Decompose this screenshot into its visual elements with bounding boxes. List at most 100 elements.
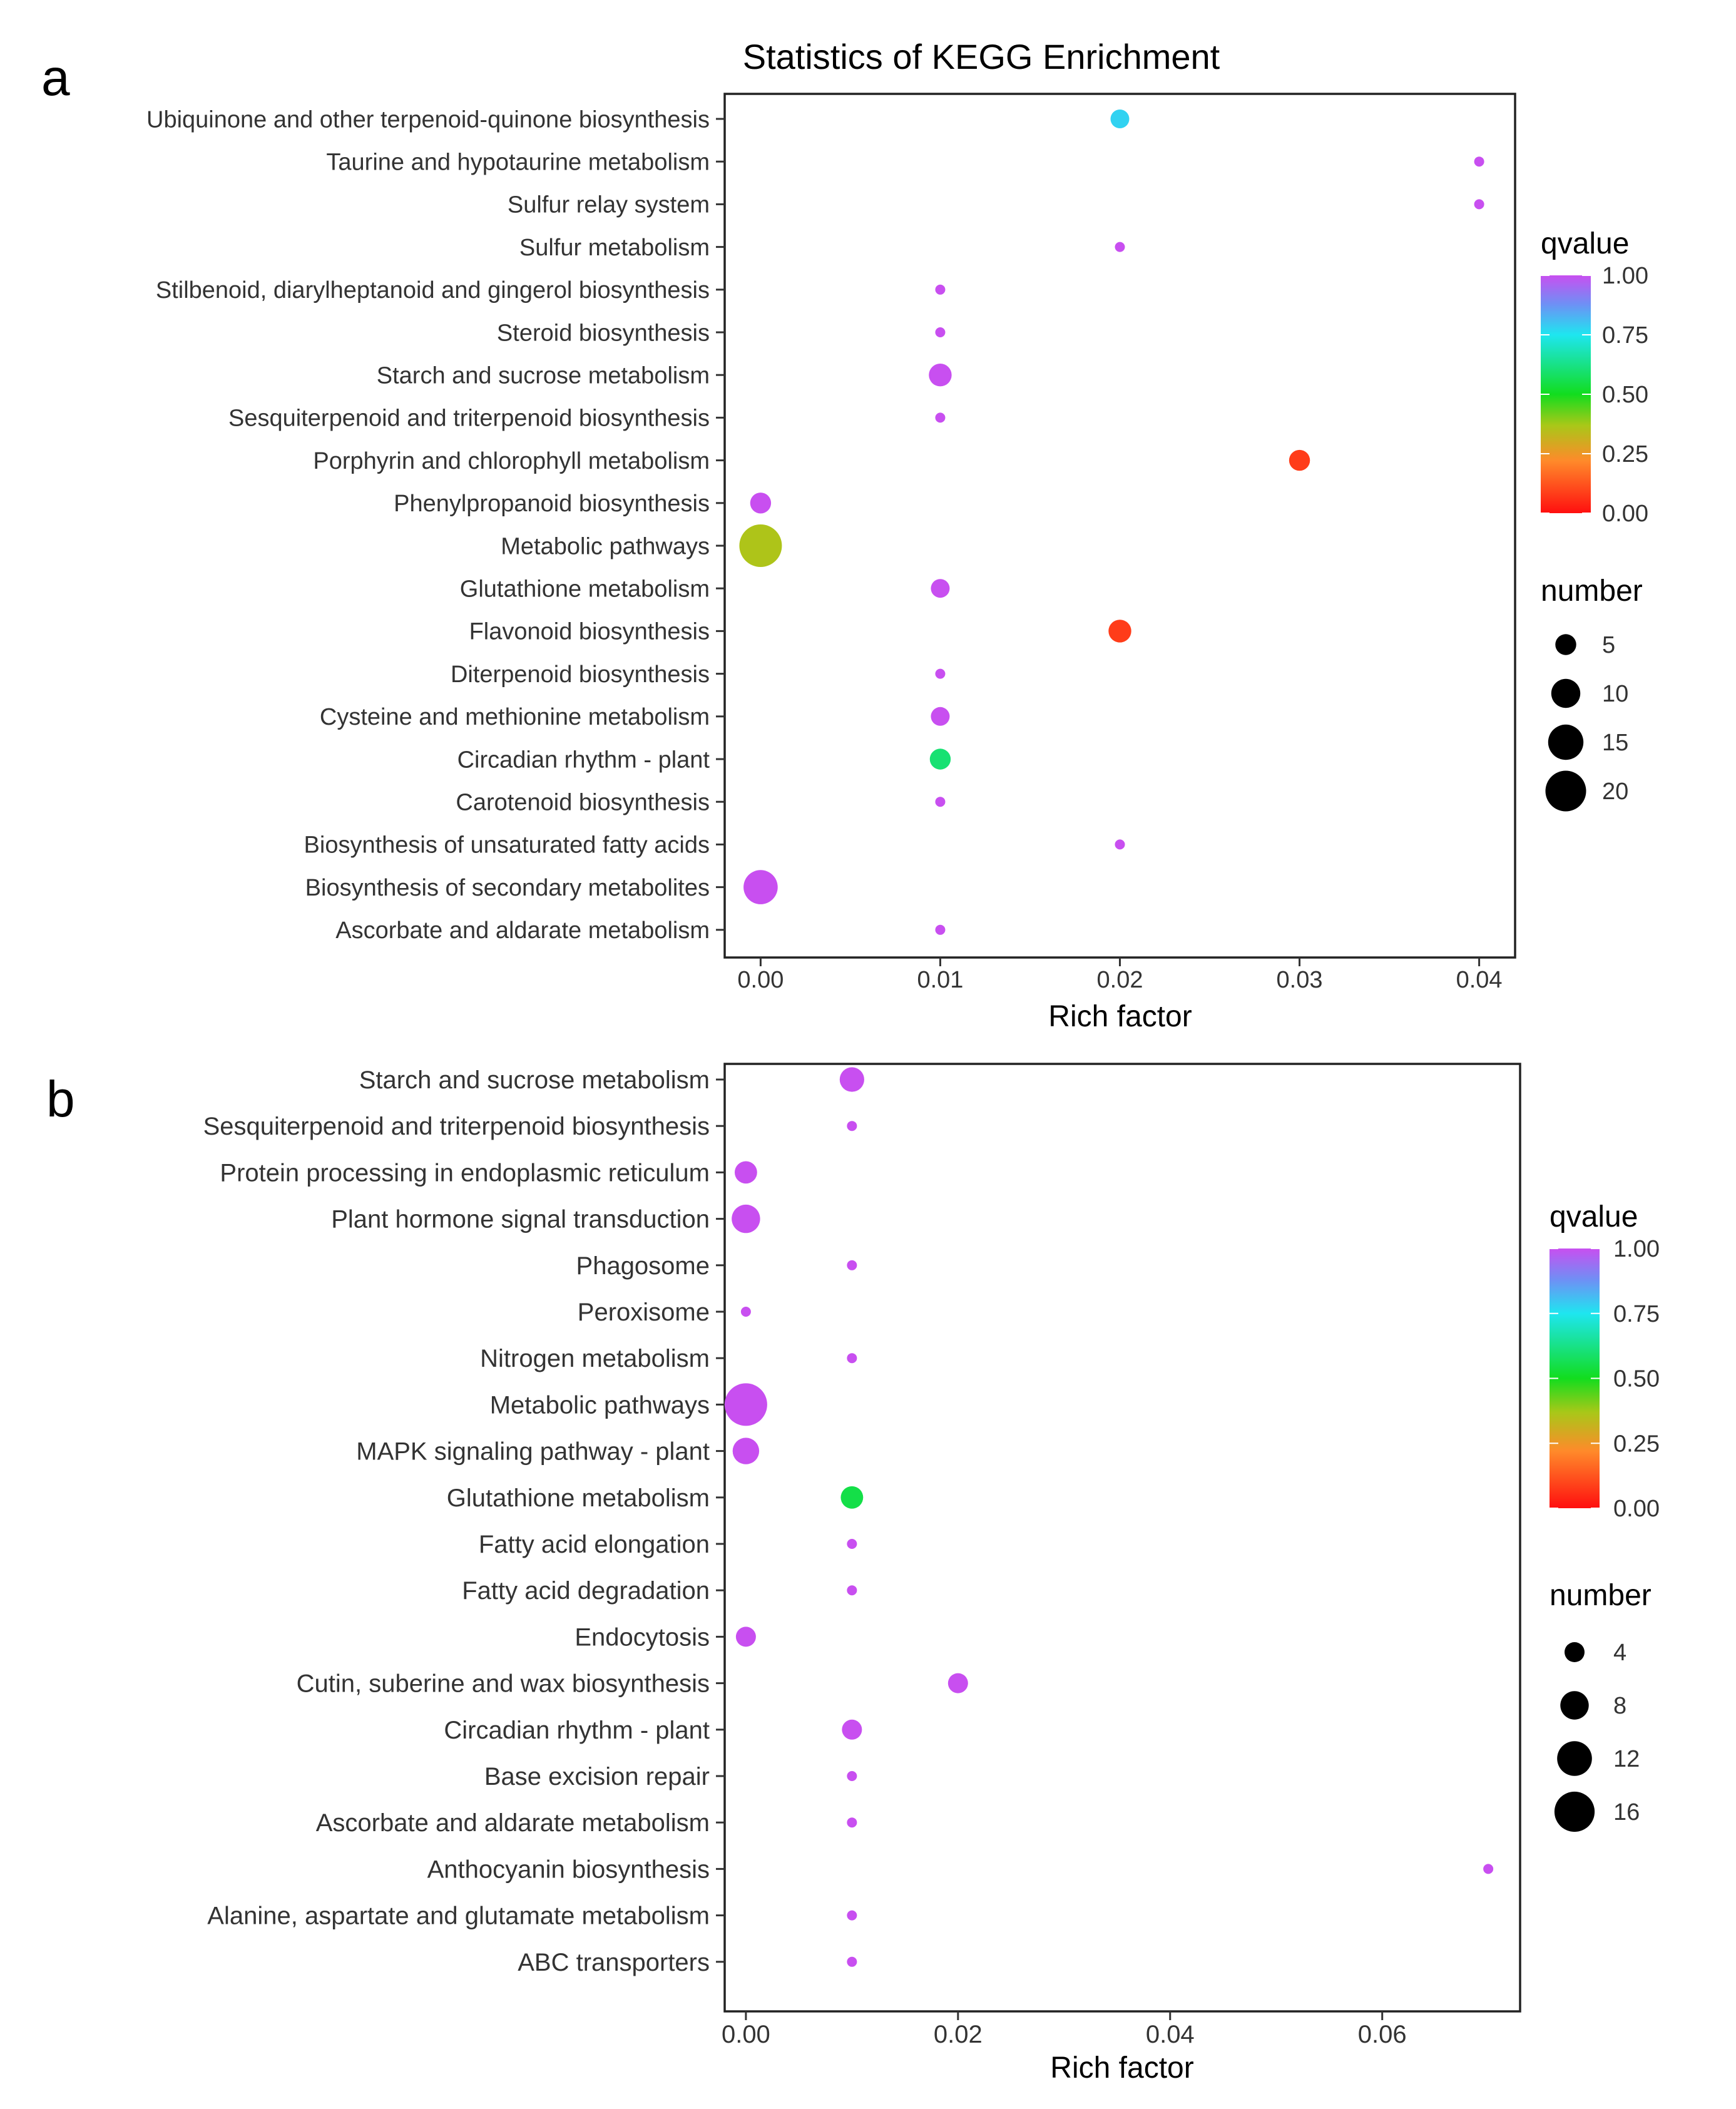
x-tick-label: 0.02 xyxy=(934,2021,983,2048)
data-point xyxy=(935,327,946,337)
data-point xyxy=(935,412,946,423)
y-tick-label: Sulfur relay system xyxy=(508,192,710,218)
y-tick-label: MAPK signaling pathway - plant xyxy=(356,1438,710,1466)
y-tick-label: Circadian rhythm - plant xyxy=(457,747,710,773)
data-point xyxy=(847,1956,857,1967)
y-tick-label: Porphyrin and chlorophyll metabolism xyxy=(313,448,710,474)
size-legend-key xyxy=(1548,724,1584,760)
x-tick-label: 0.06 xyxy=(1358,2021,1407,2048)
y-axis-labels-a: Ubiquinone and other terpenoid-quinone b… xyxy=(146,106,725,944)
y-tick-label: Sesquiterpenoid and triterpenoid biosynt… xyxy=(203,1113,710,1140)
data-point xyxy=(732,1437,760,1464)
data-point xyxy=(1474,199,1484,210)
size-legend-key xyxy=(1545,770,1586,812)
size-legend-label: 8 xyxy=(1613,1693,1626,1719)
data-point xyxy=(847,1585,857,1596)
size-legend-key xyxy=(1555,634,1576,655)
data-point xyxy=(1110,110,1130,128)
data-points-a xyxy=(739,110,1484,935)
y-tick-label: Peroxisome xyxy=(578,1299,710,1326)
data-point xyxy=(929,748,951,770)
y-tick-label: Protein processing in endoplasmic reticu… xyxy=(220,1159,710,1187)
color-legend-label: 0.25 xyxy=(1613,1431,1660,1457)
data-point xyxy=(732,1204,760,1233)
data-point xyxy=(935,668,946,679)
data-point xyxy=(739,524,782,567)
x-axis-title-b: Rich factor xyxy=(1050,2051,1193,2085)
size-legend-label: 4 xyxy=(1613,1640,1626,1666)
panel-label-b: b xyxy=(46,1071,75,1128)
y-tick-label: Nitrogen metabolism xyxy=(480,1345,710,1372)
y-tick-label: Sulfur metabolism xyxy=(519,235,710,261)
color-legend-label: 0.75 xyxy=(1613,1301,1660,1327)
size-legend-key xyxy=(1560,1691,1589,1720)
x-tick-label: 0.00 xyxy=(722,2021,770,2048)
y-tick-label: Steroid biosynthesis xyxy=(497,320,710,346)
color-legend-title: qvalue xyxy=(1550,1200,1638,1233)
data-point xyxy=(929,364,952,387)
plot-panel-a xyxy=(723,93,1516,959)
color-legend-label: 0.00 xyxy=(1602,501,1648,527)
data-point xyxy=(935,797,946,807)
x-axis-a: 0.00 0.01 0.02 0.03 0.04 xyxy=(737,957,1503,993)
y-tick-label: Circadian rhythm - plant xyxy=(444,1717,710,1744)
y-tick-label: Glutathione metabolism xyxy=(460,576,710,603)
size-legend-key xyxy=(1551,678,1581,708)
color-legend-label: 0.75 xyxy=(1602,322,1648,349)
data-point xyxy=(847,1260,857,1270)
y-tick-label: ABC transporters xyxy=(518,1949,710,1976)
size-legend-label: 16 xyxy=(1613,1799,1640,1826)
data-point xyxy=(1108,620,1131,643)
data-point xyxy=(842,1719,862,1740)
y-tick-label: Taurine and hypotaurine metabolism xyxy=(326,150,710,176)
legend-a: qvalue 1.00 0.75 0.50 0.25 0.00 number 5 10 15 20 xyxy=(1541,227,1648,812)
y-tick-label: Plant hormone signal transduction xyxy=(331,1206,710,1233)
data-point xyxy=(847,1771,857,1781)
data-point xyxy=(724,1383,767,1426)
y-tick-label: Phagosome xyxy=(576,1252,710,1280)
color-legend-label: 0.00 xyxy=(1613,1496,1660,1522)
y-tick-label: Starch and sucrose metabolism xyxy=(359,1066,710,1094)
y-tick-label: Diterpenoid biosynthesis xyxy=(451,661,710,688)
data-point xyxy=(947,1673,968,1693)
size-legend-label: 5 xyxy=(1602,632,1615,658)
data-point xyxy=(931,707,950,726)
y-tick-label: Flavonoid biosynthesis xyxy=(469,619,710,645)
data-point xyxy=(1115,839,1125,850)
chart-title: Statistics of KEGG Enrichment xyxy=(743,37,1220,76)
y-tick-label: Cutin, suberine and wax biosynthesis xyxy=(297,1670,710,1698)
data-point xyxy=(1483,1864,1494,1874)
data-point xyxy=(743,870,778,904)
y-tick-label: Ascorbate and aldarate metabolism xyxy=(335,917,710,944)
size-legend-key xyxy=(1565,1642,1585,1662)
panel-a: a Statistics of KEGG Enrichment Ubiquino… xyxy=(41,37,1648,1033)
panel-b: b Starch and sucrose metabolism Sesquiter… xyxy=(46,1063,1660,2085)
color-legend-label: 0.50 xyxy=(1613,1366,1660,1392)
data-point xyxy=(735,1626,756,1647)
y-tick-label: Phenylpropanoid biosynthesis xyxy=(394,491,710,517)
y-tick-label: Alanine, aspartate and glutamate metabol… xyxy=(207,1902,710,1930)
data-point xyxy=(935,284,946,295)
y-tick-label: Base excision repair xyxy=(484,1763,710,1790)
color-legend-title: qvalue xyxy=(1541,227,1629,260)
data-point xyxy=(839,1067,864,1092)
x-tick-label: 0.01 xyxy=(917,967,963,993)
data-point xyxy=(734,1161,757,1184)
y-tick-label: Endocytosis xyxy=(574,1623,710,1651)
y-tick-label: Stilbenoid, diarylheptanoid and gingerol… xyxy=(156,277,710,304)
size-legend-title: number xyxy=(1541,574,1643,608)
size-legend-label: 12 xyxy=(1613,1746,1640,1772)
x-tick-label: 0.02 xyxy=(1097,967,1143,993)
y-axis-labels-b: Starch and sucrose metabolism Sesquiterpe… xyxy=(203,1066,725,1976)
y-tick-label: Metabolic pathways xyxy=(501,533,710,559)
data-point xyxy=(847,1121,857,1131)
data-point xyxy=(1474,156,1484,167)
x-tick-label: 0.04 xyxy=(1146,2021,1195,2048)
y-tick-label: Sesquiterpenoid and triterpenoid biosynt… xyxy=(228,406,710,432)
x-tick-label: 0.00 xyxy=(737,967,784,993)
y-tick-label: Biosynthesis of secondary metabolites xyxy=(305,875,710,901)
y-tick-label: Fatty acid elongation xyxy=(479,1531,710,1558)
y-tick-label: Carotenoid biosynthesis xyxy=(456,790,710,816)
data-point xyxy=(750,493,772,514)
color-legend-label: 1.00 xyxy=(1613,1236,1660,1262)
